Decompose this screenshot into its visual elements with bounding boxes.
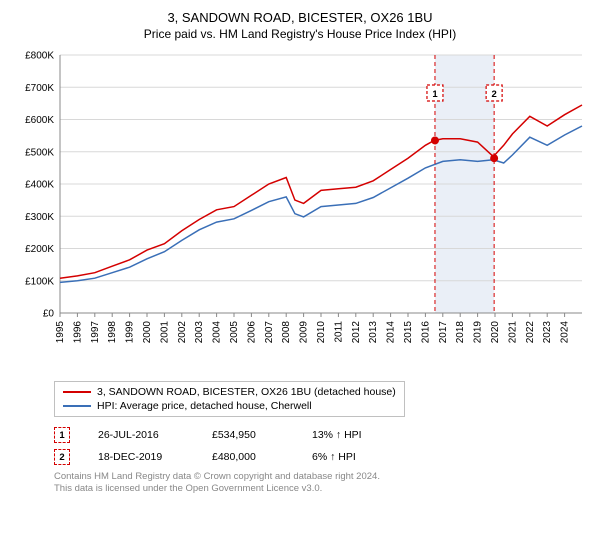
footer-line1: Contains HM Land Registry data © Crown c…: [54, 471, 588, 483]
svg-text:2016: 2016: [420, 321, 431, 344]
svg-text:2024: 2024: [560, 321, 571, 344]
legend-label: 3, SANDOWN ROAD, BICESTER, OX26 1BU (det…: [97, 386, 396, 398]
svg-text:£100K: £100K: [25, 276, 54, 287]
svg-text:2022: 2022: [525, 321, 536, 344]
svg-text:2003: 2003: [194, 321, 205, 344]
markers-table: 1 26-JUL-2016 £534,950 13% ↑ HPI 2 18-DE…: [54, 427, 588, 465]
svg-text:2014: 2014: [386, 321, 397, 344]
svg-text:2007: 2007: [264, 321, 275, 344]
svg-text:1: 1: [432, 89, 438, 100]
svg-text:2021: 2021: [507, 321, 518, 344]
svg-text:2002: 2002: [177, 321, 188, 344]
chart-container: 3, SANDOWN ROAD, BICESTER, OX26 1BU Pric…: [0, 0, 600, 560]
marker-delta: 13% ↑ HPI: [312, 429, 390, 441]
svg-text:1999: 1999: [125, 321, 136, 344]
svg-text:1998: 1998: [107, 321, 118, 344]
svg-text:2018: 2018: [455, 321, 466, 344]
svg-text:2017: 2017: [438, 321, 449, 344]
svg-text:2005: 2005: [229, 321, 240, 344]
marker-badge: 1: [54, 427, 70, 443]
svg-text:£800K: £800K: [25, 51, 54, 62]
marker-delta: 6% ↑ HPI: [312, 451, 390, 463]
svg-text:1995: 1995: [55, 321, 66, 344]
svg-text:2020: 2020: [490, 321, 501, 344]
svg-text:£600K: £600K: [25, 115, 54, 126]
marker-price: £480,000: [212, 451, 284, 463]
svg-text:2011: 2011: [333, 321, 344, 343]
footer-line2: This data is licensed under the Open Gov…: [54, 483, 588, 495]
svg-text:2023: 2023: [542, 321, 553, 344]
svg-text:2009: 2009: [299, 321, 310, 344]
marker-row-2: 2 18-DEC-2019 £480,000 6% ↑ HPI: [54, 449, 588, 465]
marker-price: £534,950: [212, 429, 284, 441]
marker-date: 18-DEC-2019: [98, 451, 184, 463]
svg-text:1996: 1996: [72, 321, 83, 344]
svg-text:2019: 2019: [473, 321, 484, 344]
svg-text:1997: 1997: [90, 321, 101, 344]
svg-text:2006: 2006: [246, 321, 257, 344]
svg-text:£300K: £300K: [25, 212, 54, 223]
marker-row-1: 1 26-JUL-2016 £534,950 13% ↑ HPI: [54, 427, 588, 443]
chart-area: £0 £100K £200K £300K £400K £500K £600K £700K £80…: [12, 49, 588, 369]
svg-text:2001: 2001: [159, 321, 170, 344]
svg-text:2012: 2012: [351, 321, 362, 344]
legend-swatch: [63, 391, 91, 393]
legend-item-price-paid: 3, SANDOWN ROAD, BICESTER, OX26 1BU (det…: [63, 386, 396, 398]
footer-text: Contains HM Land Registry data © Crown c…: [54, 471, 588, 496]
legend-item-hpi: HPI: Average price, detached house, Cher…: [63, 400, 396, 412]
svg-text:2000: 2000: [142, 321, 153, 344]
svg-text:2: 2: [491, 89, 496, 100]
legend: 3, SANDOWN ROAD, BICESTER, OX26 1BU (det…: [54, 381, 405, 417]
svg-text:£500K: £500K: [25, 147, 54, 158]
svg-text:£200K: £200K: [25, 244, 54, 255]
chart-title: 3, SANDOWN ROAD, BICESTER, OX26 1BU: [12, 10, 588, 25]
svg-text:£400K: £400K: [25, 180, 54, 191]
svg-text:2013: 2013: [368, 321, 379, 344]
chart-svg: £0 £100K £200K £300K £400K £500K £600K £700K £80…: [12, 49, 588, 369]
svg-text:2010: 2010: [316, 321, 327, 344]
marker-date: 26-JUL-2016: [98, 429, 184, 441]
svg-text:£700K: £700K: [25, 83, 54, 94]
svg-text:2008: 2008: [281, 321, 292, 344]
svg-text:£0: £0: [43, 309, 55, 320]
legend-swatch: [63, 405, 91, 407]
marker-badge: 2: [54, 449, 70, 465]
legend-label: HPI: Average price, detached house, Cher…: [97, 400, 312, 412]
svg-text:2004: 2004: [212, 321, 223, 344]
chart-subtitle: Price paid vs. HM Land Registry's House …: [12, 27, 588, 41]
svg-text:2015: 2015: [403, 321, 414, 344]
